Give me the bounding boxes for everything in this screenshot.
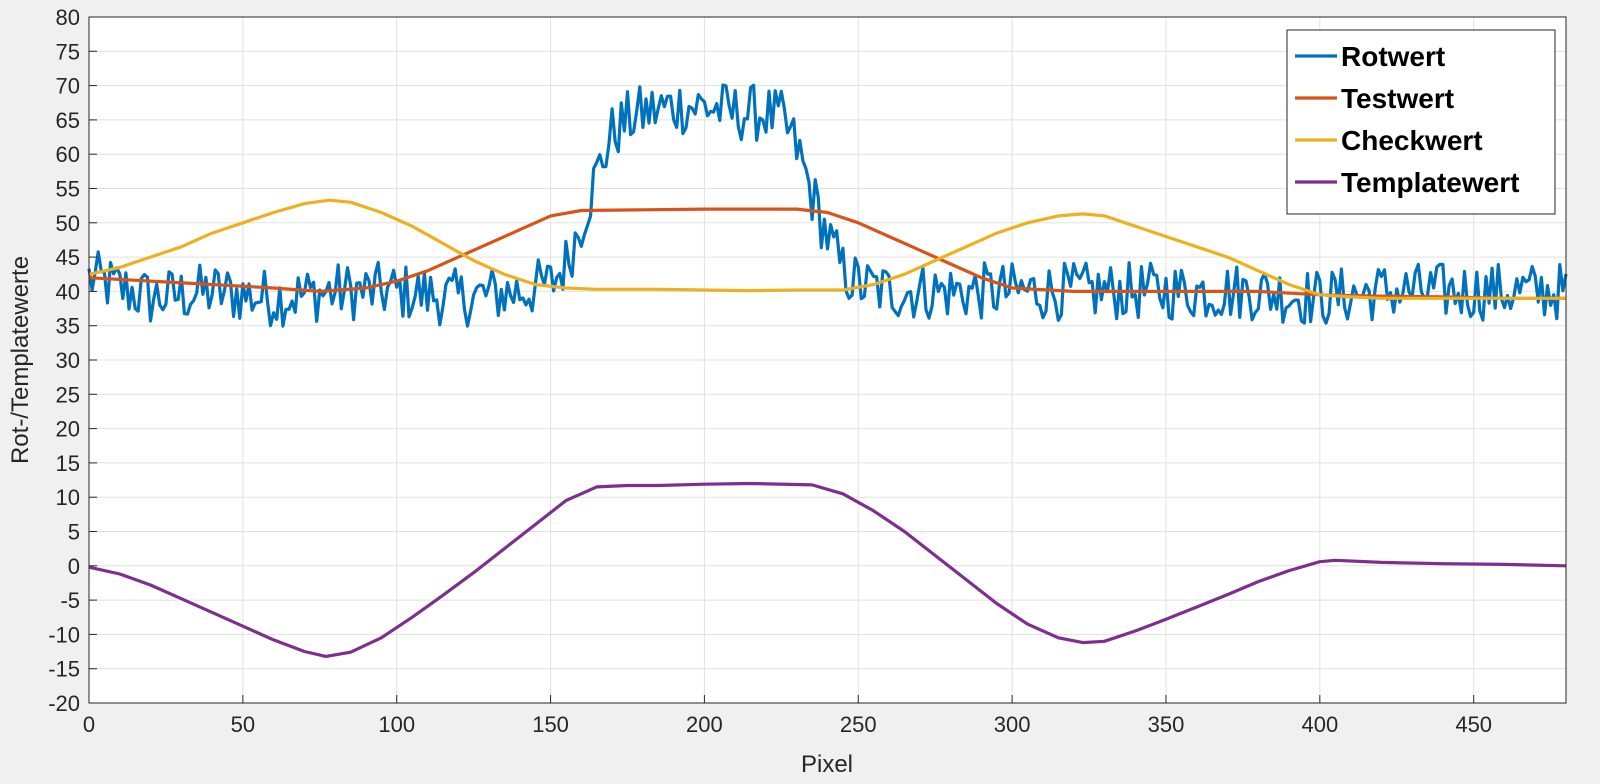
- legend-label-testwert: Testwert: [1341, 83, 1454, 114]
- y-tick-label: 35: [56, 314, 80, 339]
- legend-label-checkwert: Checkwert: [1341, 125, 1483, 156]
- x-tick-label: 150: [532, 712, 569, 737]
- series-layer: [87, 83, 1568, 658]
- x-tick-label: 100: [378, 712, 415, 737]
- y-tick-label: -15: [48, 657, 80, 682]
- legend: Rotwert Testwert Checkwert Templatewert: [1286, 29, 1556, 215]
- series-line-templatewert: [88, 481, 1567, 658]
- y-tick-label: 80: [56, 5, 80, 30]
- y-axis: -20 -15 -10 -5 0 5 10 15 20 25 30 35 40 45 50 55 60 65 70 7…: [48, 5, 97, 716]
- y-tick-label: 50: [56, 211, 80, 236]
- y-tick-label: 30: [56, 348, 80, 373]
- y-tick-label: 10: [56, 485, 80, 510]
- y-tick-label: 40: [56, 279, 80, 304]
- y-tick-label: -5: [60, 588, 80, 613]
- y-tick-label: -10: [48, 622, 80, 647]
- y-tick-label: -20: [48, 691, 80, 716]
- y-tick-label: 75: [56, 39, 80, 64]
- series-line-rotwert: [87, 83, 1568, 328]
- y-tick-label: 70: [56, 74, 80, 99]
- series-line-checkwert: [88, 198, 1566, 300]
- x-axis-label: Pixel: [801, 751, 853, 778]
- x-tick-label: 50: [231, 712, 255, 737]
- y-tick-label: 25: [56, 382, 80, 407]
- series-line-testwert: [88, 207, 1566, 300]
- y-tick-label: 60: [56, 142, 80, 167]
- x-tick-label: 300: [994, 712, 1031, 737]
- legend-label-templatewert: Templatewert: [1341, 167, 1519, 198]
- y-tick-label: 55: [56, 177, 80, 202]
- y-tick-label: 5: [68, 520, 80, 545]
- legend-label-rotwert: Rotwert: [1341, 41, 1445, 72]
- x-axis: 0 50 100 150 200 250 300 350 400 450: [83, 695, 1492, 737]
- x-tick-label: 400: [1301, 712, 1338, 737]
- y-tick-label: 45: [56, 245, 80, 270]
- y-axis-label: Rot-/Templatewerte: [7, 256, 34, 464]
- y-tick-label: 0: [68, 554, 80, 579]
- y-tick-label: 20: [56, 417, 80, 442]
- x-tick-label: 450: [1455, 712, 1492, 737]
- y-tick-label: 65: [56, 108, 80, 133]
- x-tick-label: 350: [1148, 712, 1185, 737]
- x-tick-label: 250: [840, 712, 877, 737]
- x-tick-label: 0: [83, 712, 95, 737]
- x-tick-label: 200: [686, 712, 723, 737]
- y-tick-label: 15: [56, 451, 80, 476]
